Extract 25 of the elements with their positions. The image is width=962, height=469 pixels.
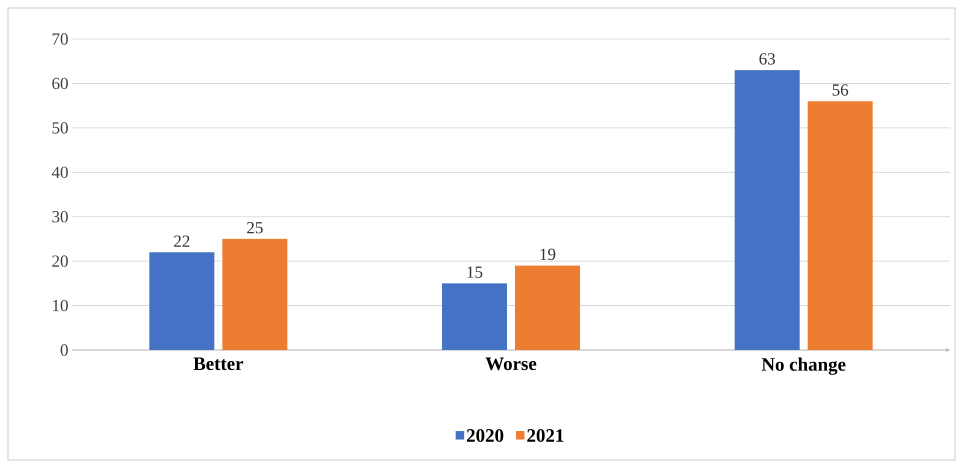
data-label: 56	[832, 84, 848, 96]
y-tick-label: 0	[60, 344, 68, 356]
legend-label: 2020	[466, 429, 504, 442]
bar	[149, 252, 214, 350]
data-label: 25	[247, 222, 263, 234]
data-label: 15	[468, 266, 482, 278]
y-tick-label: 50	[52, 122, 68, 134]
data-label: 63	[759, 53, 775, 65]
bar	[515, 266, 580, 350]
data-label: 19	[540, 248, 556, 260]
x-tick-label: No change	[762, 358, 846, 375]
x-tick-label: Better	[193, 358, 244, 370]
y-tick-label: 10	[53, 300, 68, 312]
x-tick-label: Worse	[486, 358, 536, 370]
bar	[442, 283, 508, 350]
y-tick-label: 70	[52, 33, 68, 45]
data-label: 22	[174, 236, 190, 247]
y-tick-label: 40	[52, 166, 68, 178]
bar	[808, 101, 873, 350]
bar	[222, 238, 288, 350]
legend-label: 2021	[527, 429, 564, 442]
y-tick-label: 60	[52, 78, 68, 90]
bar	[734, 70, 800, 350]
y-tick-label: 20	[52, 255, 68, 267]
y-tick-label: 30	[52, 211, 68, 222]
